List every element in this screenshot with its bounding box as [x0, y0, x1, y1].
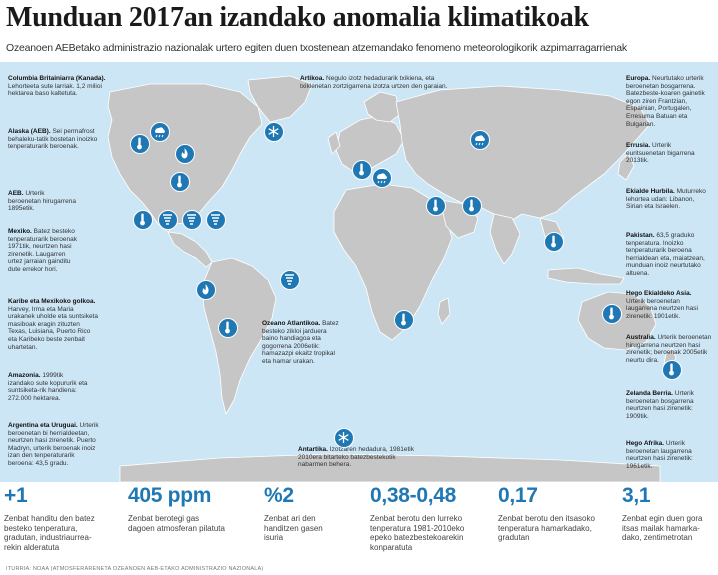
- annotation-hego-afrika: Hego Afrika. Urterik beroenetan laugarre…: [626, 440, 693, 470]
- annotation-zelanda-berria: Zelanda Berria. Urterik beroenetan bosga…: [626, 390, 694, 420]
- annotation-aeb: AEB. Urterik beroenetan hirugarrena 1895…: [8, 190, 76, 213]
- annotation-karibe: Karibe eta Mexikoko golkoa. Harvey, Irma…: [8, 298, 98, 351]
- thermometer-icon: [462, 196, 482, 216]
- snowflake-icon: [334, 428, 354, 448]
- thermometer-icon: [218, 318, 238, 338]
- annotation-errusia: Errusia. Urterik euritsuenetan bigarrena…: [626, 142, 695, 165]
- stat-desc: Zenbat egin duen gora itsas mailak hamar…: [622, 514, 703, 542]
- page-title: Munduan 2017an izandako anomalia klimati…: [6, 2, 589, 33]
- fire-icon: [196, 280, 216, 300]
- hurricane-icon: [280, 270, 300, 290]
- thermometer-icon: [426, 196, 446, 216]
- stats-row: +1 Zenbat handitu den batez besteko tenp…: [0, 484, 718, 564]
- world-land: [107, 75, 677, 482]
- annotation-hego-ekialdeko-asia: Hego Ekialdeko Asia. Urterik beroenetan …: [626, 290, 698, 320]
- annotation-ekialde-hurbila: Ekialde Hurbila. Muturreko lehortea udan…: [626, 188, 706, 211]
- stat-sea-temp: 0,17 Zenbat berotu den itsasoko tenperat…: [498, 484, 602, 543]
- stat-value: 0,38-0,48: [370, 484, 457, 507]
- stat-desc: Zenbat berotu den lurreko tenperatura 19…: [370, 514, 465, 552]
- hurricane-icon: [158, 210, 178, 230]
- stat-temperature: +1 Zenbat handitu den batez besteko tenp…: [4, 484, 104, 552]
- annotation-artikoa: Artikoa. Negulo izotz hedadurarik txikie…: [300, 75, 448, 90]
- thermometer-icon: [662, 360, 682, 380]
- stat-value: 0,17: [498, 484, 538, 507]
- stat-land-temp: 0,38-0,48 Zenbat berotu den lurreko tenp…: [370, 484, 480, 552]
- page-subtitle: Ozeanoen AEBetako administrazio nazional…: [6, 42, 627, 54]
- source-note: ITURRIA: NOAA (ATMOSFERARENETA OZEANOEN …: [6, 566, 264, 572]
- annotation-argentina: Argentina eta Uruguai. Urterik beroeneta…: [8, 422, 99, 467]
- annotation-antartika: Antartika. Izotzaren hedadura, 1981etik …: [298, 446, 414, 469]
- world-map: Columbia Britainiarra (Kanada). Lehortee…: [0, 62, 718, 482]
- hurricane-icon: [182, 210, 202, 230]
- annotation-columbia: Columbia Britainiarra (Kanada). Lehortee…: [8, 75, 106, 98]
- stat-emissions: %2 Zenbat ari den handitzen gasen isuria: [264, 484, 340, 543]
- rain-icon: [150, 122, 170, 142]
- stat-value: 3,1: [622, 484, 651, 507]
- annotation-australia: Australia. Urterik beroenetan hirugarren…: [626, 334, 712, 364]
- thermometer-icon: [133, 210, 153, 230]
- stat-desc: Zenbat handitu den batez besteko tenpera…: [4, 514, 95, 552]
- stat-co2: 405 ppm Zenbat berotegi gas dagoen atmos…: [128, 484, 228, 533]
- stat-value: +1: [4, 484, 28, 507]
- thermometer-icon: [130, 134, 150, 154]
- rain-icon: [372, 168, 392, 188]
- thermometer-icon: [544, 232, 564, 252]
- thermometer-icon: [170, 172, 190, 192]
- hurricane-icon: [206, 210, 226, 230]
- snowflake-icon: [264, 122, 284, 142]
- annotation-europa: Europa. Neurtutako urterik beroenetan bo…: [626, 75, 705, 128]
- annotation-mexiko: Mexiko. Batez besteko tenperaturarik ber…: [8, 228, 78, 273]
- rain-icon: [470, 130, 490, 150]
- annotation-atlantikoa: Ozeano Atlantikoa. Batez besteko zikloi …: [262, 320, 339, 365]
- stat-value: %2: [264, 484, 294, 507]
- annotation-pakistan: Pakistan. 63,5 graduko tenperatura. Inoi…: [626, 232, 705, 277]
- stat-desc: Zenbat berotegi gas dagoen atmosferan pi…: [128, 514, 225, 533]
- thermometer-icon: [602, 304, 622, 324]
- stat-sea-level: 3,1 Zenbat egin duen gora itsas mailak h…: [622, 484, 714, 543]
- fire-icon: [175, 144, 195, 164]
- annotation-alaska: Alaska (AEB). Sei permafrost behaleku-ta…: [8, 128, 98, 151]
- stat-desc: Zenbat ari den handitzen gasen isuria: [264, 514, 323, 542]
- stat-desc: Zenbat berotu den itsasoko tenperatura h…: [498, 514, 595, 542]
- annotation-amazonia: Amazonia. 1999tik izandako sute kopururi…: [8, 372, 88, 402]
- thermometer-icon: [394, 310, 414, 330]
- stat-value: 405 ppm: [128, 484, 212, 507]
- thermometer-icon: [352, 160, 372, 180]
